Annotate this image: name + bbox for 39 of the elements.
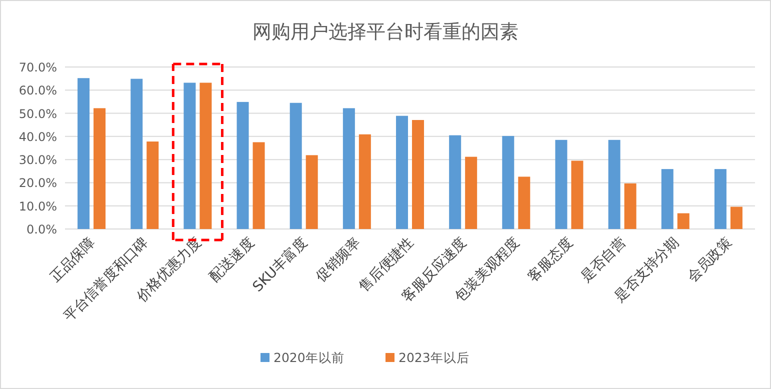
bar [608, 140, 620, 229]
bar [624, 183, 636, 229]
bar [677, 213, 690, 229]
y-tick-label: 70.0% [18, 60, 57, 74]
y-tick-label: 0.0% [26, 222, 57, 236]
bar [252, 142, 265, 229]
bar [396, 116, 408, 229]
bar [306, 155, 318, 229]
bar [290, 102, 302, 229]
bar [465, 156, 478, 229]
y-tick-label: 50.0% [18, 106, 57, 121]
legend-label: 2020年以前 [274, 350, 344, 365]
x-tick-label: 客服态度 [525, 234, 576, 286]
y-tick-label: 30.0% [18, 153, 57, 168]
bar [555, 140, 568, 229]
bar [78, 78, 90, 229]
bar [184, 82, 196, 229]
y-tick-label: 10.0% [18, 199, 57, 214]
y-tick-label: 20.0% [18, 176, 57, 190]
bar [342, 108, 355, 229]
bar [412, 120, 424, 229]
bar [571, 160, 584, 229]
x-tick-label: 会员政策 [684, 234, 736, 286]
bar [502, 136, 514, 229]
y-tick-label: 40.0% [18, 130, 57, 144]
bar [661, 169, 674, 229]
bar [449, 135, 462, 229]
legend-label: 2023年以后 [398, 350, 470, 365]
bar [146, 142, 159, 229]
bar [94, 108, 106, 229]
y-tick-label: 60.0% [18, 84, 57, 98]
bar [714, 169, 726, 229]
bar [130, 78, 143, 229]
bar [236, 102, 249, 229]
chart-title: 网购用户选择平台时看重的因素 [252, 21, 518, 43]
bar [730, 206, 742, 229]
bar [200, 82, 212, 229]
bar [518, 176, 530, 229]
bar [358, 134, 371, 229]
